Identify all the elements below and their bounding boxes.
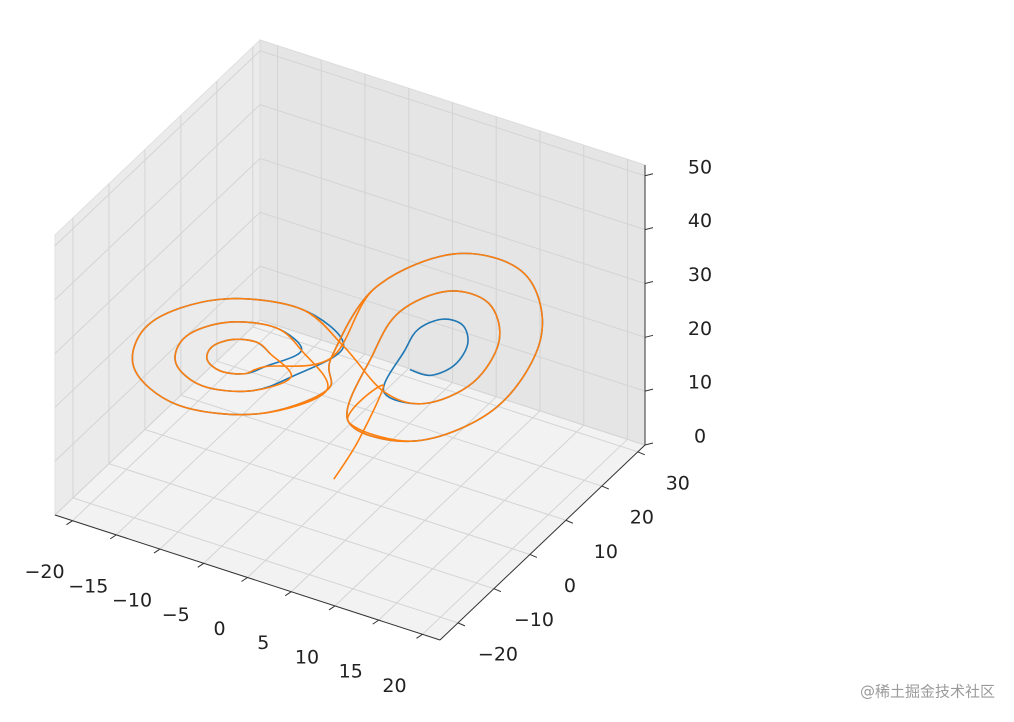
grid-line [247,382,453,578]
y-tick [493,588,502,593]
y-tick [637,451,646,456]
x-tick [284,591,292,597]
grid-line [259,50,646,177]
trajectory [131,252,544,480]
y-tick-label: 10 [594,541,618,563]
z-tick [644,173,654,177]
x-tick-label: −10 [112,590,152,612]
grid-line [259,104,646,231]
grid-line [334,410,541,607]
y-axis [439,444,646,641]
x-tick [153,548,161,554]
x-axis [54,514,441,641]
x-tick [372,619,380,625]
grid-line [72,497,459,624]
y-tick [601,485,610,490]
z-tick [644,280,654,284]
y-tick [457,622,466,627]
grid-line [54,319,261,516]
grid-line [290,396,497,593]
z-tick [644,334,654,338]
x-tick-label: 5 [257,632,269,654]
z-tick-label: 50 [688,156,712,178]
grid-line [54,211,261,408]
z-tick [644,442,654,446]
x-tick-label: 0 [213,618,225,640]
grid-line [203,367,410,564]
z-tick [644,388,654,392]
z-tick-label: 20 [688,318,712,340]
x-tick-label: −5 [162,604,190,626]
x-tick [416,633,423,639]
x-tick [241,577,248,582]
x-tick [197,562,205,568]
z-tick-label: 30 [688,264,712,286]
grid-line [259,319,646,446]
x-tick [66,520,73,526]
x-tick-label: 15 [339,661,363,683]
grid-line [259,211,646,338]
grid-line [252,326,638,453]
grid-line [115,339,322,536]
watermark: @稀土掘金技术社区 [860,683,995,701]
grid-line [259,265,646,392]
x-tick-label: 20 [382,675,406,697]
x-tick-label: −20 [24,561,64,583]
grid-line [144,428,531,555]
grid-line [378,424,585,621]
z-tick-label: 40 [688,210,712,232]
z-tick-label: 10 [688,372,712,394]
grid-line [54,104,261,300]
grid-line [54,158,261,354]
grid-line [422,438,628,635]
y-tick [529,554,538,558]
y-tick-label: 0 [564,575,576,597]
y-tick-label: −20 [478,643,518,665]
z-tick-label: 0 [694,426,706,448]
grid-line [108,463,495,590]
z-tick [644,227,654,231]
x-tick [328,605,336,611]
grid-line [259,157,646,284]
x-tick [109,534,117,540]
y-tick-label: 30 [666,472,690,494]
x-tick-label: −15 [68,575,108,597]
x-tick-label: 10 [295,646,319,668]
y-tick [565,519,574,524]
grid-line [72,325,278,522]
grid-line [54,50,261,247]
grid-line [180,394,567,521]
y-tick-label: −10 [514,609,554,631]
y-tick-label: 20 [630,507,654,529]
